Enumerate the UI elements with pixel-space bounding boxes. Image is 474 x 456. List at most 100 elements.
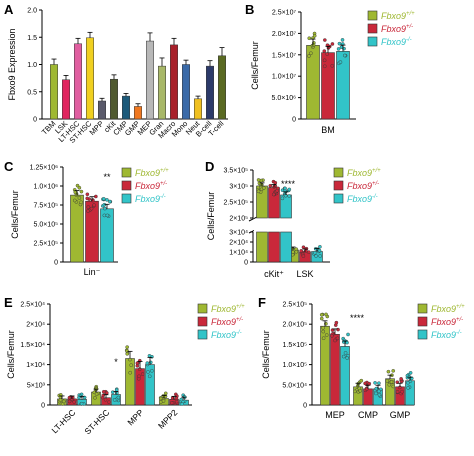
panelD-point	[291, 250, 295, 254]
panelD-point	[312, 250, 317, 255]
panelF-legend-swatch	[417, 316, 428, 327]
panelB-point	[307, 36, 312, 41]
panelD-point	[256, 185, 260, 190]
panelF-ytick-label: 5.0×10⁴	[282, 382, 307, 389]
panelD-bar-lower-segment	[256, 231, 268, 263]
panelD-upper-ytick-label: 2×10⁵	[229, 216, 248, 223]
panelE-point	[125, 345, 129, 349]
panelB-ytick-label: 2.5×10⁷	[272, 10, 297, 17]
panelD-point	[318, 254, 322, 258]
panelE-point	[137, 374, 141, 379]
panelB-ytick-label: 1.5×10⁷	[272, 52, 297, 59]
panelD-point	[287, 187, 292, 192]
panelD-upper-ytick-label: 3.5×10⁵	[223, 168, 248, 175]
panelC-legend-swatch	[121, 193, 132, 204]
panelF-point	[336, 327, 340, 332]
panelB-point	[338, 60, 343, 64]
panelB-legend-label: Fbxo9+/+	[381, 11, 415, 21]
panelA-bar	[50, 64, 58, 120]
panelD-point	[301, 254, 306, 258]
panelE-point	[161, 399, 166, 403]
panelB-point	[311, 43, 316, 47]
panelD-point	[256, 189, 261, 194]
panelB-point	[322, 49, 327, 53]
panelE-legend-label: Fbxo9+/+	[211, 304, 245, 314]
panelF-point	[319, 316, 324, 321]
panelE-point	[62, 399, 66, 404]
panelE-point	[58, 398, 63, 402]
panelE-point	[150, 368, 154, 373]
panelA-bar	[194, 98, 202, 120]
panelD-point	[314, 254, 318, 258]
panelD-legend-label: Fbxo9+/-	[347, 181, 379, 191]
panelF-legend-label: Fbxo9+/-	[431, 317, 463, 327]
panelB-point	[307, 54, 311, 58]
panelE-ytick-label: 1×10⁴	[26, 362, 45, 369]
panelF-point	[319, 312, 324, 317]
panelF-point	[377, 389, 381, 394]
panelC-ytick-label: 2.5×10⁵	[33, 241, 58, 248]
panelF-legend-swatch	[417, 303, 428, 314]
panelE-point	[72, 400, 77, 404]
panelD-xtick-label: LSK	[296, 269, 313, 279]
panelC-point	[86, 209, 90, 213]
panelB-bar	[321, 52, 335, 120]
panelC-point	[79, 189, 84, 194]
panelF-xtick-label: MEP	[325, 410, 345, 420]
panelE-legend-label: Fbxo9+/-	[211, 317, 243, 327]
panelB-legend-label: Fbxo9+/-	[381, 24, 413, 34]
panelC-point	[102, 213, 107, 218]
panelB-point	[325, 52, 330, 56]
panelB-ylabel: Cells/Femur	[250, 41, 260, 90]
panelA-bar	[122, 95, 130, 120]
panelC-legend-label: Fbxo9-/-	[135, 194, 166, 204]
panelF-legend-label: Fbxo9+/+	[431, 304, 465, 314]
panelD-legend-label: Fbxo9-/-	[347, 194, 378, 204]
panelE-ytick-label: 5×10³	[27, 382, 46, 389]
panelF-point	[341, 354, 346, 359]
panelF-point	[353, 389, 357, 394]
panelD-xtick-label: cKit⁺	[264, 269, 284, 279]
panelE-xtick-label: LT-HSC	[49, 407, 77, 435]
panelF-point	[391, 369, 396, 373]
panelE-point	[79, 401, 84, 406]
panelD-point	[273, 180, 278, 185]
panelC-ylabel: Cells/Femur	[10, 190, 20, 239]
panelD-ylabel: Cells/Femur	[206, 192, 216, 241]
panelD-legend-swatch	[333, 193, 344, 204]
panelF-bar	[405, 380, 415, 406]
panelD-upper-ytick-label: 3×10⁵	[229, 184, 248, 191]
panelF-legend-swatch	[417, 329, 428, 340]
panelF-point	[321, 329, 326, 334]
panelC-point	[79, 200, 83, 205]
panelC-point	[92, 203, 96, 207]
panelE-point	[179, 397, 184, 402]
panelB-legend-label: Fbxo9-/-	[381, 37, 412, 47]
panelF-point	[377, 392, 382, 397]
panelD-lower-ytick-label: 3×10⁴	[229, 230, 248, 237]
panelE-ytick-label: 1.5×10⁴	[20, 342, 45, 349]
panelF-point	[324, 333, 329, 337]
panelE-point	[94, 386, 99, 391]
panel-letter-A: A	[4, 2, 14, 17]
panelE-point	[174, 396, 179, 401]
panelD-point	[261, 186, 266, 190]
panelC-legend-swatch	[121, 167, 132, 178]
panelA-bar	[62, 79, 70, 120]
panelE-point	[93, 396, 97, 400]
panel-letter-B: B	[245, 2, 254, 17]
panelD-point	[256, 178, 261, 182]
panelF-point	[359, 378, 364, 383]
panelE-point	[94, 392, 99, 396]
panelB-xtick-label: BM	[321, 125, 335, 135]
panelE-point	[103, 397, 108, 402]
panelE-point	[125, 348, 129, 353]
panelE-point	[180, 402, 185, 406]
panelF-point	[367, 381, 372, 386]
panelD-point	[280, 196, 285, 201]
panelA-bar	[170, 44, 178, 120]
panelE-point	[101, 389, 106, 394]
panelE-xtick-label: MPP	[125, 407, 145, 427]
panelD-point	[317, 248, 322, 253]
panelE-point	[125, 352, 130, 356]
